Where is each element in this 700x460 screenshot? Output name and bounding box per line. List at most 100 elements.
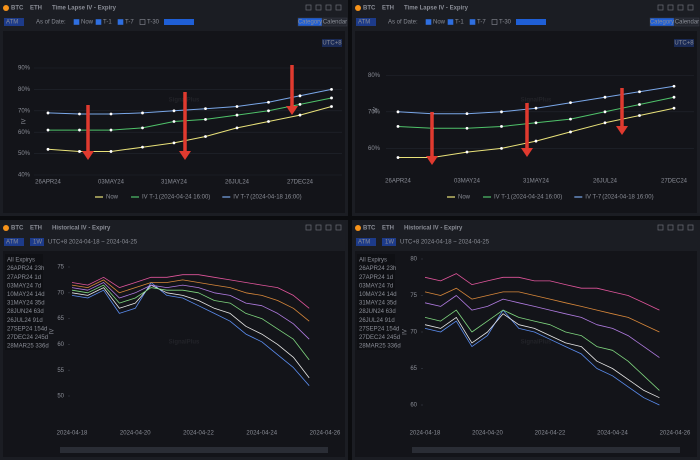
- legend-item[interactable]: 26JUL24 91d: [359, 318, 395, 324]
- legend-item[interactable]: 31MAY24 35d: [359, 301, 397, 307]
- window-icon[interactable]: [687, 224, 694, 231]
- window-icon[interactable]: [657, 224, 664, 231]
- legend-item[interactable]: 26APR24 23h: [7, 266, 44, 272]
- window-icon[interactable]: [305, 224, 312, 231]
- coin-tab[interactable]: BTC: [363, 6, 376, 12]
- checkbox-label: T-30: [499, 20, 512, 26]
- x-tick-label: 2024-04-18: [57, 431, 88, 437]
- coin-tab[interactable]: ETH: [382, 6, 394, 12]
- coin-tab[interactable]: ETH: [30, 6, 42, 12]
- coin-tab[interactable]: ETH: [382, 226, 394, 232]
- window-icon[interactable]: [325, 4, 332, 11]
- legend-item[interactable]: 10MAY24 14d: [359, 292, 397, 298]
- view-button[interactable]: [649, 17, 675, 27]
- window-icon[interactable]: [305, 4, 312, 11]
- checkbox-label: Now: [433, 20, 446, 26]
- legend-label[interactable]: Now: [106, 195, 119, 201]
- date-input[interactable]: [164, 19, 194, 25]
- legend-label[interactable]: IV T-7: [233, 195, 250, 201]
- legend-item[interactable]: 28MAR25 336d: [359, 344, 401, 350]
- legend-item[interactable]: 27DEC24 245d: [359, 335, 400, 341]
- legend-item[interactable]: 26APR24 23h: [359, 266, 396, 272]
- checkbox[interactable]: [425, 19, 432, 25]
- legend-item[interactable]: 27APR24 1d: [7, 275, 41, 281]
- coin-icon: [355, 5, 361, 11]
- coin-tab[interactable]: ETH: [30, 226, 42, 232]
- y-axis-label: IV: [22, 119, 28, 125]
- window-icon[interactable]: [325, 224, 332, 231]
- legend-label[interactable]: IV T-1: [494, 195, 511, 201]
- legend-item[interactable]: 03MAY24 7d: [7, 283, 41, 289]
- view-button-label: Category: [650, 20, 674, 26]
- legend-item[interactable]: 26JUL24 91d: [7, 318, 43, 324]
- date-input[interactable]: [516, 19, 546, 25]
- point: [672, 95, 676, 99]
- y-tick-label: 70: [410, 330, 417, 336]
- x-tick-label: 27DEC24: [661, 179, 688, 185]
- coin-tab[interactable]: BTC: [363, 226, 376, 232]
- y-tick-label: 55: [57, 368, 64, 374]
- window-icon[interactable]: [657, 4, 664, 11]
- point: [235, 105, 239, 108]
- coin-tab[interactable]: BTC: [11, 6, 24, 12]
- checkbox[interactable]: [469, 19, 476, 25]
- view-button[interactable]: [674, 17, 700, 27]
- checkbox[interactable]: [117, 19, 124, 25]
- legend-item[interactable]: 28JUN24 63d: [7, 309, 44, 315]
- coin-tab[interactable]: BTC: [11, 226, 24, 232]
- window-icon[interactable]: [335, 4, 342, 11]
- select-box[interactable]: [356, 238, 376, 246]
- point: [267, 109, 270, 113]
- window-icon[interactable]: [677, 4, 684, 11]
- y-tick-label: 80%: [18, 87, 31, 93]
- series-line: [71, 279, 310, 322]
- coin-icon: [355, 225, 361, 231]
- x-tick-label: 2024-04-24: [246, 431, 277, 437]
- legend-time: (2024-04-18 16:00): [250, 195, 301, 201]
- select-box[interactable]: [356, 18, 376, 26]
- y-tick-label: 60%: [18, 130, 31, 136]
- legend-item[interactable]: 31MAY24 35d: [7, 301, 45, 307]
- select-box[interactable]: [30, 238, 44, 246]
- checkbox[interactable]: [491, 19, 498, 25]
- series-line: [48, 97, 332, 131]
- window-icon[interactable]: [315, 4, 322, 11]
- window-icon[interactable]: [677, 224, 684, 231]
- window-icon[interactable]: [667, 4, 674, 11]
- view-button[interactable]: [322, 17, 348, 27]
- legend-item[interactable]: All Expirys: [7, 258, 35, 264]
- x-tick-label: 2024-04-26: [660, 431, 691, 437]
- y-axis-label: IV: [50, 329, 56, 335]
- legend-label[interactable]: IV T-1: [142, 195, 159, 201]
- y-tick-label: 70: [57, 290, 64, 296]
- legend-item[interactable]: 03MAY24 7d: [359, 283, 393, 289]
- legend-item[interactable]: 27SEP24 154d: [7, 326, 47, 332]
- checkbox[interactable]: [73, 19, 80, 25]
- legend-item[interactable]: 27SEP24 154d: [359, 326, 399, 332]
- legend-item[interactable]: All Expirys: [359, 258, 387, 264]
- checkbox[interactable]: [95, 19, 102, 25]
- window-icon[interactable]: [687, 4, 694, 11]
- select-box[interactable]: [4, 18, 24, 26]
- legend-item[interactable]: 28MAR25 336d: [7, 344, 49, 350]
- legend-item[interactable]: 28JUN24 63d: [359, 309, 396, 315]
- point: [672, 106, 676, 110]
- legend-label[interactable]: Now: [458, 195, 471, 201]
- window-icon[interactable]: [335, 224, 342, 231]
- legend-item[interactable]: 27APR24 1d: [359, 275, 393, 281]
- window-icon[interactable]: [667, 224, 674, 231]
- x-tick-label: 27DEC24: [287, 180, 314, 186]
- series-line: [71, 284, 310, 379]
- select-box[interactable]: [4, 238, 24, 246]
- point: [638, 103, 641, 106]
- checkbox[interactable]: [139, 19, 146, 25]
- window-icon[interactable]: [315, 224, 322, 231]
- legend-item[interactable]: 27DEC24 245d: [7, 335, 48, 341]
- select-box[interactable]: [382, 238, 396, 246]
- checkbox[interactable]: [447, 19, 454, 25]
- view-button[interactable]: [297, 17, 323, 27]
- checkbox-label: T-7: [125, 20, 134, 26]
- legend-item[interactable]: 10MAY24 14d: [7, 292, 45, 298]
- legend-label[interactable]: IV T-7: [585, 195, 602, 201]
